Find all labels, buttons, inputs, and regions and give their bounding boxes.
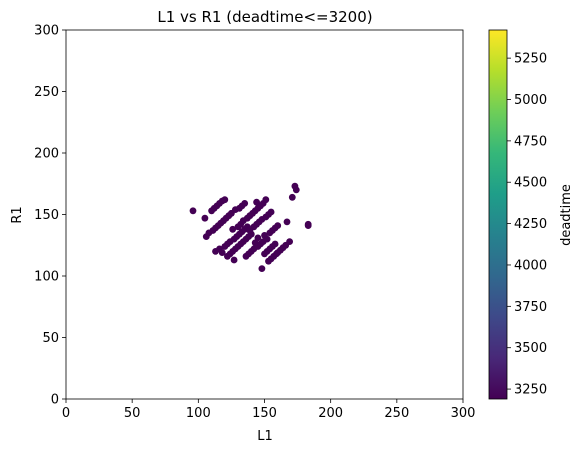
colorbar-tick-label: 5250 <box>514 52 547 67</box>
data-points <box>190 183 312 272</box>
data-point <box>202 215 209 222</box>
data-point <box>241 200 248 207</box>
x-tick-label: 50 <box>124 406 141 421</box>
x-tick-label: 200 <box>318 406 343 421</box>
x-tick-label: 300 <box>451 406 476 421</box>
colorbar-gradient <box>489 30 507 399</box>
x-tick-label: 250 <box>384 406 409 421</box>
y-tick-label: 100 <box>34 270 59 285</box>
y-tick-label: 150 <box>34 208 59 223</box>
x-axis-label: L1 <box>257 429 273 444</box>
x-tick-label: 0 <box>62 406 70 421</box>
colorbar-tick-label: 4500 <box>514 176 547 191</box>
y-axis-label: R1 <box>10 206 25 223</box>
data-point <box>268 209 275 216</box>
data-point <box>231 257 238 264</box>
data-point <box>289 194 296 201</box>
data-point <box>190 207 197 214</box>
data-point <box>221 196 228 203</box>
colorbar-tick-label: 5000 <box>514 93 547 108</box>
y-tick-label: 200 <box>34 147 59 162</box>
colorbar-tick-label: 4750 <box>514 134 547 149</box>
colorbar-label: deadtime <box>559 184 574 246</box>
data-point <box>286 238 293 245</box>
data-point <box>305 222 312 229</box>
y-tick-label: 300 <box>34 24 59 39</box>
colorbar-tick-label: 4250 <box>514 217 547 232</box>
y-tick-label: 50 <box>42 331 59 346</box>
data-point <box>272 241 279 248</box>
y-tick-label: 250 <box>34 85 59 100</box>
chart-title: L1 vs R1 (deadtime<=3200) <box>157 8 372 26</box>
colorbar-tick-label: 4000 <box>514 258 547 273</box>
data-point <box>255 235 262 242</box>
colorbar-tick-label: 3500 <box>514 341 547 356</box>
data-point <box>259 265 266 272</box>
data-point <box>293 187 300 194</box>
data-point <box>274 222 281 229</box>
x-tick-label: 150 <box>252 406 277 421</box>
y-tick-label: 0 <box>51 393 59 408</box>
data-point <box>247 227 254 234</box>
data-point <box>284 219 291 226</box>
colorbar-tick-label: 3250 <box>514 383 547 398</box>
data-point <box>264 236 271 243</box>
x-tick-label: 100 <box>186 406 211 421</box>
colorbar-tick-label: 3750 <box>514 300 547 315</box>
data-point <box>262 196 269 203</box>
colorbar: 3250 3500 3750 4000 4250 4500 4750 5000 5250 <box>489 30 547 399</box>
